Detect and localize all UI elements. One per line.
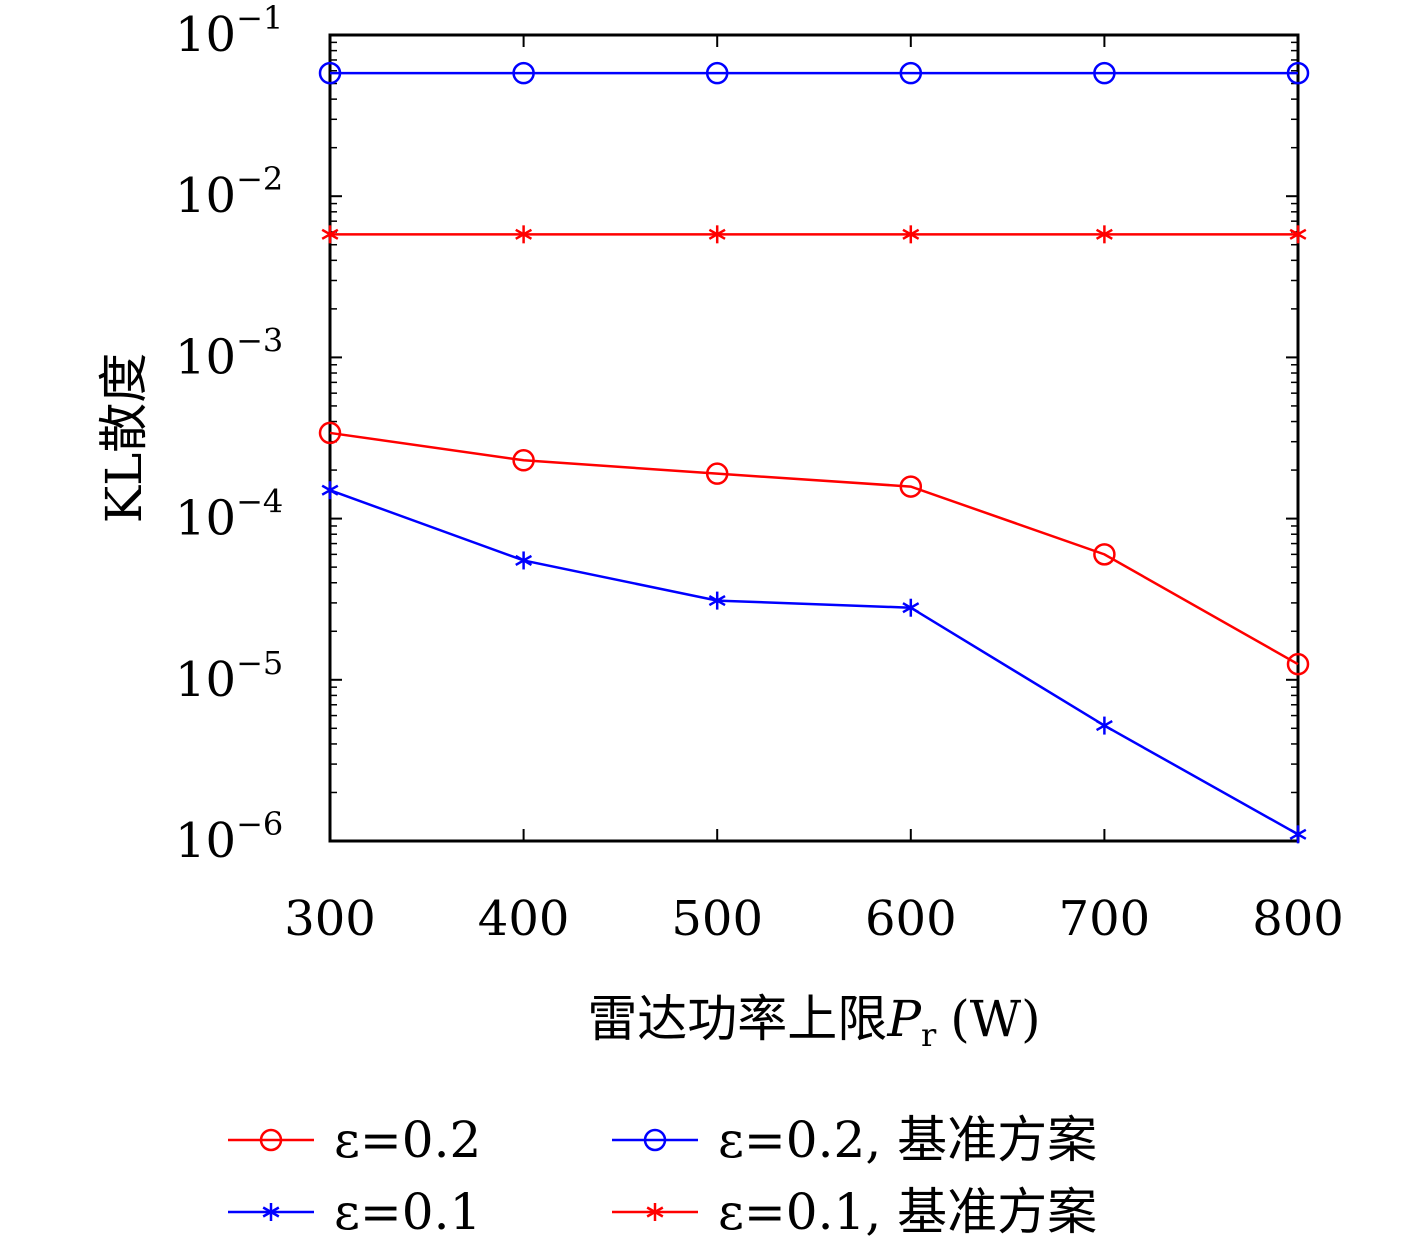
data-point [512,61,535,85]
data-point [902,225,920,244]
series-line [329,489,1299,836]
plot-area-frame [328,33,1300,843]
data-point [708,225,726,244]
data-point [318,421,342,445]
data-point [1093,543,1116,566]
data-point [321,225,339,244]
y-tick-label: 10−4 [175,483,283,547]
y-tick-label: 10−2 [175,160,283,224]
data-point [899,475,923,498]
x-axis-title: 雷达功率上限Pr (W) [587,990,1040,1054]
legend-label: ε=0.1, 基准方案 [718,1183,1097,1241]
data-point [318,61,342,85]
legend: ε=0.2 ε=0.1 ε=0.2, 基准方案 ε=0.1, 基准方案 [228,1111,1097,1241]
y-tick-exponent: −3 [236,321,283,359]
x-tick-label: 600 [865,891,957,947]
data-point [1286,61,1310,85]
legend-swatch-marker [646,1203,664,1221]
y-tick-label: 10−5 [175,644,283,708]
data-point [1095,225,1113,244]
x-tick-label: 300 [284,891,376,947]
data-point [1093,61,1116,85]
y-axis-title: KL散度 [95,353,153,524]
data-point [1289,825,1307,844]
data-point [512,449,535,472]
y-tick-exponent: −5 [236,644,283,682]
series-4 [321,225,1307,244]
legend-swatch-marker [259,1128,283,1152]
data-point [1289,225,1307,244]
data-point [705,61,729,85]
legend-swatch-marker [643,1128,667,1152]
legend-label: ε=0.2, 基准方案 [718,1111,1097,1169]
legend-entry: ε=0.2 [228,1111,481,1169]
legend-label: ε=0.1 [334,1183,481,1241]
series-2 [321,481,1307,844]
data-point [705,462,729,485]
y-tick-base: 10 [175,329,236,385]
y-tick-exponent: −6 [236,805,283,843]
series-3 [318,61,1310,85]
data-point [515,225,533,244]
y-tick-base: 10 [175,652,236,708]
x-axis-title-unit: (W) [950,990,1040,1048]
y-tick-label: 10−1 [175,0,283,63]
y-tick-exponent: −2 [236,160,283,198]
x-tick-labels: 300 400 500 600 700 800 [284,891,1344,947]
x-axis-title-sub: r [921,1016,937,1054]
x-tick-label: 800 [1252,891,1344,947]
data-point [708,591,726,610]
data-point [1095,716,1113,735]
x-axis-title-var: P [886,990,922,1048]
x-tick-label: 500 [671,891,763,947]
legend-swatch-marker [262,1203,280,1221]
y-tick-base: 10 [175,491,236,547]
y-tick-base: 10 [175,813,236,869]
data-point [902,598,920,617]
data-point [1286,652,1310,676]
legend-entry: ε=0.1 [228,1183,481,1241]
legend-entry: ε=0.2, 基准方案 [612,1111,1097,1169]
series-line [329,431,1299,666]
legend-label: ε=0.2 [334,1111,481,1169]
data-point [515,551,533,570]
y-tick-base: 10 [175,7,236,63]
data-point [321,481,339,500]
major-ticks [329,34,1299,842]
legend-entry: ε=0.1, 基准方案 [612,1183,1097,1241]
x-tick-label: 400 [478,891,570,947]
y-tick-label: 10−3 [175,321,283,385]
y-tick-exponent: −4 [236,483,283,521]
y-tick-labels: 10−110−210−310−410−510−6 [175,0,283,869]
y-tick-exponent: −1 [236,0,283,37]
minor-ticks [330,41,1298,794]
x-tick-label: 700 [1059,891,1151,947]
series-1 [318,421,1310,676]
series-layer [318,61,1310,844]
data-point [899,61,923,85]
x-axis-title-text: 雷达功率上限 [587,990,887,1048]
y-tick-base: 10 [175,168,236,224]
y-tick-label: 10−6 [175,805,283,869]
